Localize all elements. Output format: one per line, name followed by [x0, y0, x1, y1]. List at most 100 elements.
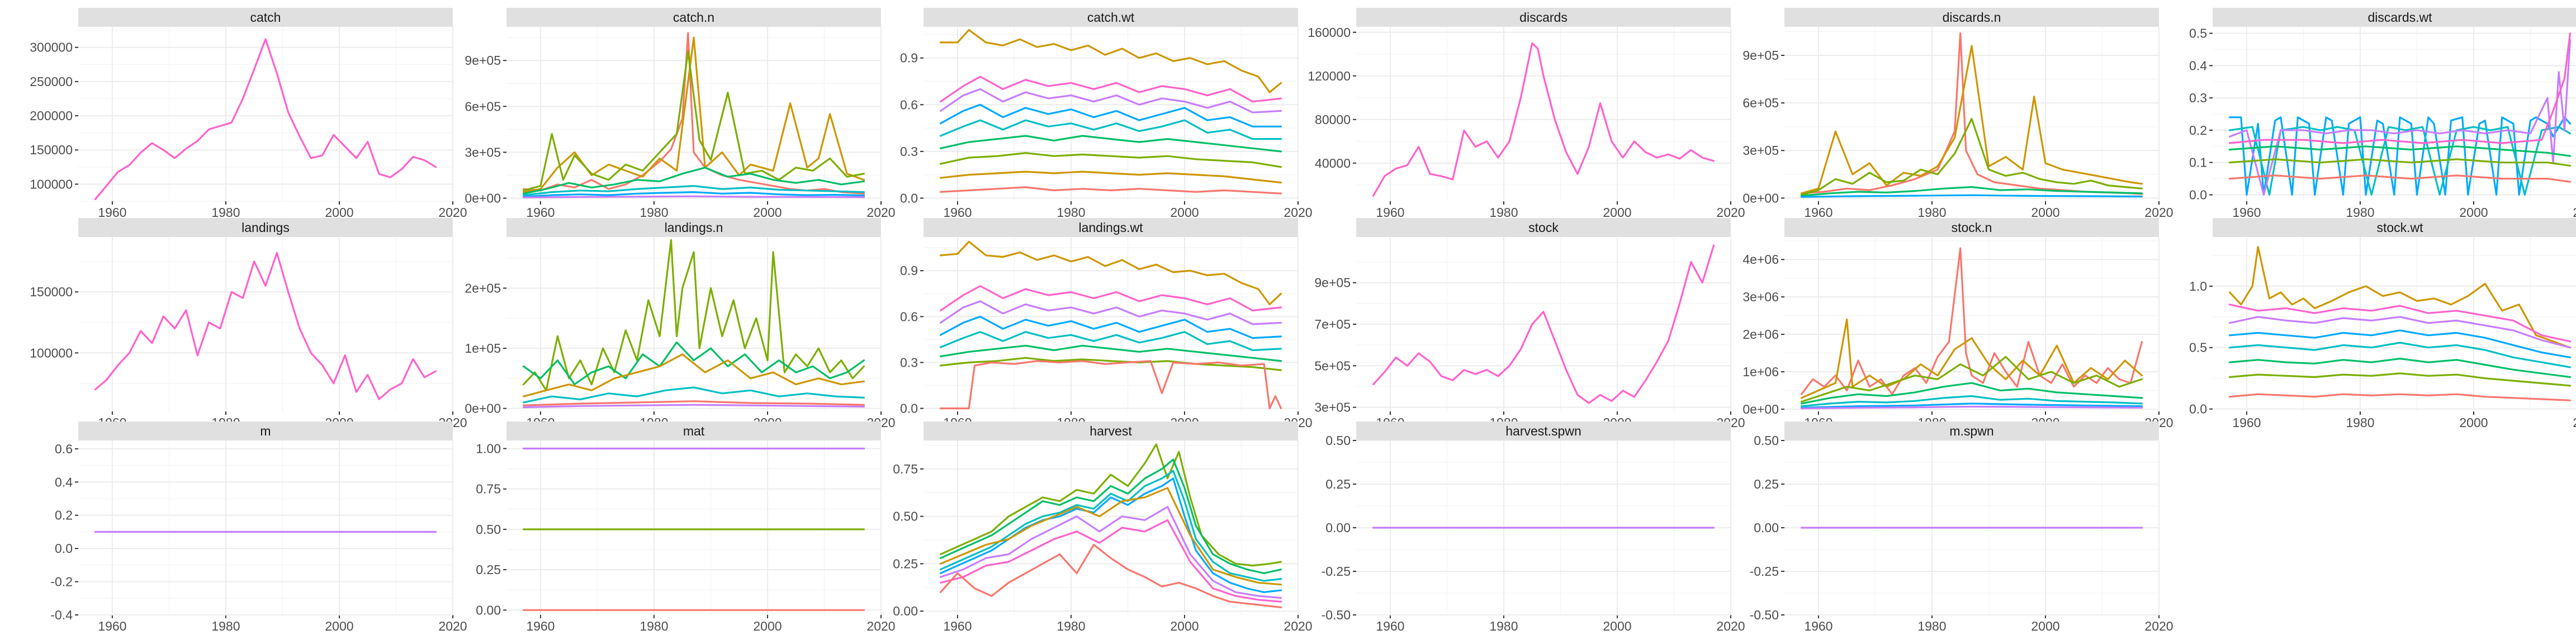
panel-title: landings — [242, 220, 290, 235]
series-line-5 — [522, 185, 865, 196]
series-line-1 — [1372, 244, 1715, 404]
series-line-5 — [2228, 342, 2572, 368]
y-tick-label: 1e+06 — [1742, 364, 1779, 379]
series-line-3 — [939, 88, 1282, 113]
series-line-6 — [939, 135, 1282, 153]
series-line-3 — [2228, 39, 2572, 196]
y-tick-label: 1.00 — [476, 441, 501, 456]
y-tick-label: -0.50 — [1750, 608, 1779, 622]
y-tick-label: -0.25 — [1322, 564, 1351, 579]
x-tick-label: 1960 — [526, 619, 555, 633]
y-tick-label: 0.3 — [900, 144, 918, 159]
series-line-7 — [522, 195, 865, 198]
y-tick-label: 0e+00 — [1742, 191, 1779, 205]
y-tick-label: 80000 — [1315, 112, 1351, 127]
series-line-7 — [939, 519, 1282, 603]
panel-title: catch — [250, 10, 281, 25]
x-tick-label: 1960 — [526, 205, 555, 220]
y-tick-label: 7e+05 — [1314, 317, 1351, 332]
panel-landings: landings1960198020002020100000150000 — [30, 218, 467, 430]
x-tick-label: 2000 — [1603, 205, 1631, 220]
plot-area — [1784, 27, 2159, 201]
x-tick-label: 2020 — [1284, 619, 1312, 633]
y-tick-label: 150000 — [30, 143, 73, 157]
strip-m-spwn — [1784, 422, 2159, 441]
series-line-6 — [939, 344, 1282, 362]
x-tick-label: 1980 — [2346, 415, 2374, 430]
y-tick-label: 9e+05 — [465, 53, 501, 68]
y-tick-label: 0.0 — [900, 401, 918, 416]
y-tick-label: 120000 — [1308, 69, 1351, 83]
series-line-6 — [2228, 158, 2572, 167]
strip-catch-n — [506, 8, 881, 27]
series-line-6 — [522, 404, 865, 409]
series-line-2 — [939, 285, 1282, 312]
panel-discards-wt: discards.wt 1960 1980 2000 2020 0.0 0.1 0.2 0.3 0… — [2189, 8, 2576, 220]
y-tick-label: 0.25 — [476, 562, 501, 577]
y-tick-label: 40000 — [1315, 156, 1351, 171]
panel-title: harvest — [1090, 424, 1132, 438]
series-line-7 — [2228, 372, 2572, 387]
series-line-6 — [2228, 357, 2572, 378]
y-tick-label: -0.25 — [1750, 564, 1779, 579]
x-tick-label: 2020 — [1284, 205, 1312, 220]
series-line-7 — [939, 357, 1282, 371]
plot-area — [506, 27, 881, 201]
x-tick-label: 1980 — [1917, 205, 1946, 220]
y-tick-label: 3e+05 — [1314, 400, 1351, 415]
y-tick-label: 0.50 — [476, 522, 501, 537]
x-tick-label: 1980 — [2346, 205, 2374, 220]
panel-title: m.spwn — [1949, 424, 1993, 438]
y-tick-label: 0.9 — [900, 51, 918, 65]
plot-area — [506, 441, 881, 615]
series-line-7 — [2228, 174, 2572, 183]
x-tick-label: 2000 — [2031, 205, 2059, 220]
series-line-5 — [939, 487, 1282, 586]
series-line-9 — [939, 186, 1282, 195]
panel-landings-n: landings.n19601980200020200e+001e+052e+0… — [465, 218, 896, 430]
x-tick-label: 2000 — [2031, 619, 2059, 633]
panel-stock: stock19601980200020203e+055e+057e+059e+0… — [1314, 218, 1745, 430]
strip-discards — [1356, 8, 1731, 27]
panel-title: stock.wt — [2376, 220, 2423, 235]
x-tick-label: 1960 — [98, 619, 126, 633]
y-tick-label: 0.0 — [900, 191, 918, 205]
y-tick-label: 3e+05 — [1742, 143, 1779, 158]
panel-title: landings.wt — [1078, 220, 1143, 235]
strip-discards-n — [1784, 8, 2159, 27]
plot-area — [2213, 237, 2576, 411]
series-line-1 — [2228, 246, 2572, 349]
plot-area — [924, 441, 1298, 615]
series-line-2 — [2228, 304, 2572, 343]
y-tick-label: 0e+00 — [465, 401, 501, 416]
x-tick-label: 2020 — [2144, 205, 2173, 220]
series-line-1 — [1800, 247, 2143, 395]
x-tick-label: 1960 — [1376, 619, 1404, 633]
x-tick-label: 1980 — [640, 205, 668, 220]
strip-landings-n — [506, 218, 881, 237]
y-tick-label: 0.3 — [2189, 91, 2207, 105]
y-tick-label: 100000 — [30, 345, 73, 360]
strip-catch — [78, 8, 453, 27]
series-line-8 — [939, 543, 1282, 609]
panel-harvest-spwn: harvest.spwn 1960 1980 2000 2020 -0.50 -0.25 0.… — [1322, 422, 1745, 633]
y-tick-label: 0.1 — [2189, 155, 2207, 170]
panel-title: m — [260, 424, 271, 438]
series-line-4 — [522, 167, 865, 195]
series-line-8 — [939, 360, 1282, 410]
series-line-4 — [1800, 186, 2143, 197]
x-tick-label: 2020 — [2573, 415, 2576, 430]
x-tick-label: 2000 — [325, 205, 353, 220]
series-line-2 — [939, 458, 1282, 575]
y-tick-label: 6e+05 — [465, 99, 501, 113]
series-line-8 — [939, 171, 1282, 184]
panel-m-spwn: m.spwn 1960 1980 2000 2020 -0.50 -0.25 0.00 0.25… — [1750, 422, 2174, 633]
series-line-7 — [939, 152, 1282, 168]
y-tick-label: 160000 — [1308, 25, 1351, 40]
y-tick-label: 0.0 — [55, 541, 73, 556]
y-tick-label: 0.5 — [2189, 340, 2207, 355]
series-line-2 — [1800, 45, 2143, 195]
series-line-7 — [1800, 405, 2143, 410]
y-tick-label: -0.4 — [50, 608, 73, 622]
